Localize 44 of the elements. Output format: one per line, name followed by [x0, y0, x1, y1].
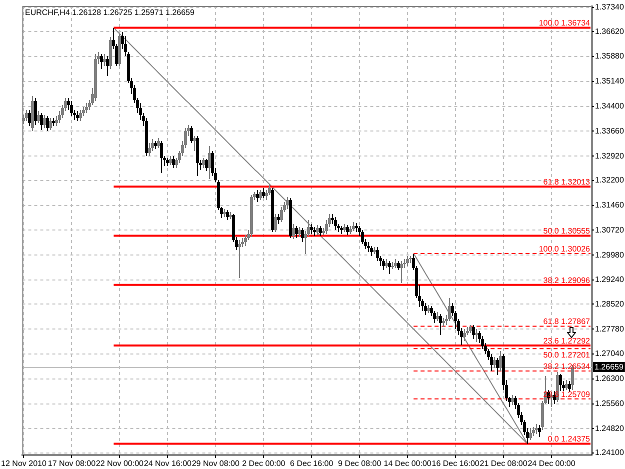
x-tick-label: 2 Dec 00:00	[242, 459, 286, 468]
x-tick-label: 24 Dec 00:00	[528, 459, 576, 468]
x-tick-label: 6 Dec 16:00	[290, 459, 334, 468]
y-tick-label: 1.29240	[595, 275, 624, 284]
annotation: 38.2 1.26534	[543, 362, 591, 372]
annotation: 100.0 1.36734	[538, 18, 591, 28]
y-tick-label: 1.32200	[595, 176, 624, 185]
annotation: 100.0 1.30026	[538, 244, 591, 254]
annotation: 38.2 1.29096	[543, 276, 591, 285]
y-tick-label: 1.35140	[595, 76, 624, 86]
x-tick-label: 12 Nov 2010	[1, 459, 47, 468]
x-tick-label: 9 Dec 08:00	[338, 459, 382, 468]
x-tick-label: 24 Nov 16:00	[144, 459, 192, 468]
annotation: 61.8 1.27867	[543, 317, 591, 326]
x-tick-label: 29 Nov 08:00	[192, 459, 240, 468]
y-tick-label: 1.30720	[595, 225, 624, 234]
y-tick-label: 1.27040	[595, 349, 624, 358]
x-tick-label: 16 Dec 16:00	[432, 459, 480, 468]
x-tick-label: 21 Dec 08:00	[480, 459, 528, 468]
x-tick-label: 14 Dec 00:00	[384, 459, 432, 468]
y-tick-label: 1.27780	[595, 324, 624, 334]
chart-title: EURCHF,H4 1.26128 1.26725 1.25971 1.26659	[25, 8, 194, 17]
y-tick-label: 1.26300	[595, 374, 624, 384]
x-tick-label: 17 Nov 08:00	[48, 459, 96, 468]
annotation: 50.0 1.30555	[543, 226, 591, 236]
y-tick-label: 1.25560	[595, 399, 624, 408]
annotation: 23.6 1.25709	[543, 390, 591, 399]
y-tick-label: 1.24100	[595, 448, 624, 458]
y-tick-label: 1.29980	[595, 250, 624, 260]
y-tick-label: 1.36620	[595, 26, 624, 36]
y-tick-label: 1.33660	[595, 126, 624, 136]
annotation: 23.6 1.27292	[543, 336, 591, 346]
y-tick-label: 1.24820	[595, 424, 624, 433]
x-tick-label: 22 Nov 00:00	[96, 459, 144, 468]
y-tick-label: 1.35880	[595, 52, 624, 61]
y-tick-label: 1.37340	[595, 2, 624, 12]
y-tick-label: 1.34400	[595, 102, 624, 111]
y-tick-label: 1.28520	[595, 299, 624, 308]
annotation: 0.0 1.24375	[548, 434, 591, 444]
y-tick-label: 1.31460	[595, 200, 624, 210]
y-tick-label: 1.32920	[595, 151, 624, 160]
annotation: 50.0 1.27201	[543, 350, 591, 360]
ref-line-label: 1.26659	[594, 362, 624, 372]
annotation: 61.8 1.32013	[543, 178, 591, 187]
